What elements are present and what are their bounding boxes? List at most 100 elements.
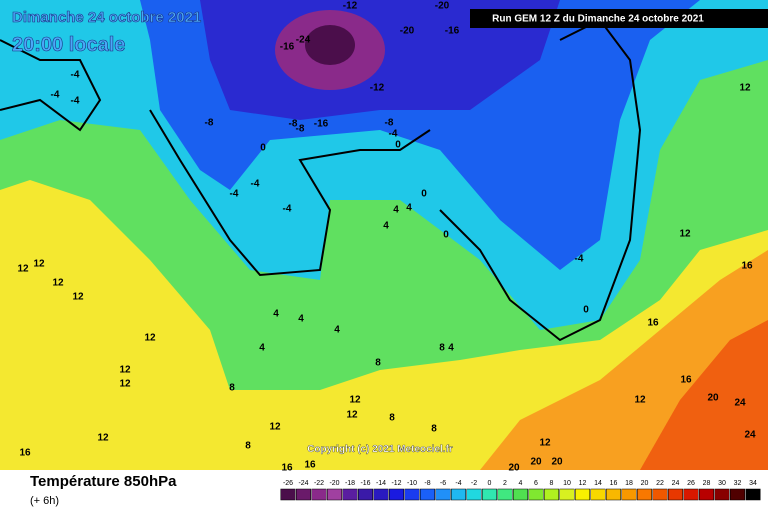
legend-label: -10 — [407, 480, 417, 487]
contour-label: 16 — [19, 448, 31, 459]
legend-swatch — [513, 488, 528, 501]
contour-label: 4 — [273, 309, 279, 320]
copyright: Copyright (c) 2021 Meteociel.fr — [307, 444, 453, 455]
contour-label: 12 — [52, 278, 64, 289]
contour-label: -12 — [343, 1, 358, 12]
contour-label: -4 — [251, 179, 260, 190]
legend-swatch — [497, 488, 513, 501]
contour-label: -4 — [283, 204, 292, 215]
contour-label: -8 — [385, 118, 394, 129]
legend-swatch — [296, 488, 311, 501]
contour-label: 0 — [395, 140, 401, 151]
legend-swatch — [404, 488, 420, 501]
contour-label: 8 — [375, 358, 381, 369]
contour-label: -8 — [289, 119, 298, 130]
legend-swatch — [621, 488, 637, 501]
legend-swatch — [327, 488, 342, 501]
contour-label: -16 — [314, 119, 329, 130]
contour-label: 4 — [298, 314, 304, 325]
legend-swatch — [714, 488, 730, 501]
legend-label: 34 — [749, 480, 757, 487]
legend-swatch — [280, 488, 296, 501]
contour-label: 20 — [508, 463, 520, 474]
contour-label: 24 — [744, 430, 756, 441]
legend-swatch — [435, 488, 451, 501]
contour-label: 8 — [245, 441, 251, 452]
legend-label: 22 — [656, 480, 664, 487]
legend-swatch — [730, 488, 745, 501]
legend-swatch — [652, 488, 668, 501]
legend-label: -24 — [298, 480, 308, 487]
contour-label: 24 — [734, 398, 746, 409]
contour-label: 20 — [551, 457, 563, 468]
legend-swatch — [373, 488, 389, 501]
contour-label: 12 — [97, 433, 109, 444]
legend-label: -8 — [424, 480, 430, 487]
legend-label: -26 — [283, 480, 293, 487]
legend-swatch — [482, 488, 497, 501]
contour-label: -4 — [389, 129, 398, 140]
legend-label: 12 — [579, 480, 587, 487]
contour-label: -4 — [575, 254, 584, 265]
legend-label: -22 — [314, 480, 324, 487]
contour-label: 12 — [739, 83, 751, 94]
legend-swatch — [668, 488, 683, 501]
contour-label: 16 — [741, 261, 753, 272]
contour-label: 12 — [17, 264, 29, 275]
contour-label: -12 — [370, 83, 385, 94]
legend-label: 2 — [503, 480, 507, 487]
hot-area — [640, 320, 768, 470]
legend-swatch — [699, 488, 714, 501]
legend-label: -20 — [329, 480, 339, 487]
contour-label: -20 — [400, 26, 415, 37]
contour-label: 4 — [406, 203, 412, 214]
contour-label: -8 — [296, 124, 305, 135]
contour-label: 8 — [229, 383, 235, 394]
contour-label: 12 — [144, 333, 156, 344]
legend-swatch — [528, 488, 544, 501]
contour-label: -16 — [280, 42, 295, 53]
legend-swatch — [544, 488, 559, 501]
contour-label: 0 — [421, 189, 427, 200]
contour-label: -4 — [71, 70, 80, 81]
contour-label: 12 — [539, 438, 551, 449]
legend-label: 6 — [534, 480, 538, 487]
legend-label: 14 — [594, 480, 602, 487]
legend-swatch — [420, 488, 435, 501]
legend-swatch — [683, 488, 699, 501]
contour-label: 12 — [634, 395, 646, 406]
contour-label: 12 — [119, 365, 131, 376]
legend-label: -4 — [455, 480, 461, 487]
legend-swatch — [342, 488, 358, 501]
run-banner — [470, 9, 768, 28]
contour-label: 12 — [72, 292, 84, 303]
contour-label: 0 — [260, 143, 266, 154]
footer-title: Température 850hPa — [30, 473, 177, 490]
legend-swatch — [311, 488, 327, 501]
legend-label: 10 — [563, 480, 571, 487]
contour-label: -24 — [296, 35, 311, 46]
legend-label: 16 — [610, 480, 618, 487]
contour-label: 12 — [119, 379, 131, 390]
legend-label: 28 — [703, 480, 711, 487]
contour-label: 8 — [389, 413, 395, 424]
contour-label: 16 — [647, 318, 659, 329]
legend-label: -2 — [471, 480, 477, 487]
legend-label: 18 — [625, 480, 633, 487]
legend-label: -16 — [360, 480, 370, 487]
contour-label: 12 — [346, 410, 358, 421]
polar-core-inner — [305, 25, 355, 65]
legend-swatch — [606, 488, 621, 501]
contour-label: 0 — [443, 230, 449, 241]
contour-label: -16 — [445, 26, 460, 37]
contour-label: 4 — [393, 205, 399, 216]
legend-swatch — [451, 488, 466, 501]
run-title: Run GEM 12 Z du Dimanche 24 octobre 2021 — [492, 14, 704, 25]
legend-label: -6 — [440, 480, 446, 487]
contour-label: -4 — [51, 90, 60, 101]
legend-swatch — [358, 488, 373, 501]
legend-label: -14 — [376, 480, 386, 487]
legend-swatch — [745, 488, 761, 501]
